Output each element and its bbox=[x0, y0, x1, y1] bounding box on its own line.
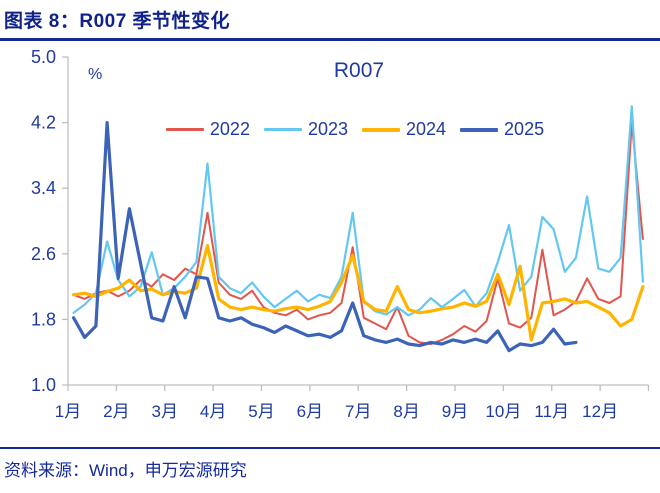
x-tick-label: 4月 bbox=[200, 402, 226, 421]
x-tick-label: 8月 bbox=[393, 402, 419, 421]
series-line-2024 bbox=[71, 244, 645, 342]
x-tick-label: 6月 bbox=[297, 402, 323, 421]
legend-item-2023: 2023 bbox=[263, 119, 348, 140]
x-tick-label: 2月 bbox=[103, 402, 129, 421]
x-tick-label: 10月 bbox=[485, 402, 521, 421]
y-tick-label: 4.2 bbox=[31, 113, 56, 133]
x-tick-label: 3月 bbox=[152, 402, 178, 421]
legend-swatch-2022 bbox=[165, 128, 204, 131]
legend-item-2022: 2022 bbox=[165, 119, 250, 140]
y-tick-label: 5.0 bbox=[31, 47, 56, 67]
y-tick-label: 3.4 bbox=[31, 178, 56, 198]
legend-swatch-2025 bbox=[460, 127, 499, 132]
x-tick-label: 12月 bbox=[582, 402, 618, 421]
y-tick-label: 1.8 bbox=[31, 309, 56, 329]
legend-item-2025: 2025 bbox=[460, 119, 544, 140]
x-tick-label: 11月 bbox=[534, 402, 569, 421]
source-note: 资料来源：Wind，申万宏源研究 bbox=[4, 461, 247, 480]
y-tick-label: 2.6 bbox=[31, 244, 56, 264]
page-title: 图表 8：R007 季节性变化 bbox=[4, 11, 231, 32]
y-unit-label: % bbox=[88, 66, 102, 83]
legend-item-2024: 2024 bbox=[362, 119, 446, 140]
legend-label-2022: 2022 bbox=[209, 119, 250, 139]
legend-label-2024: 2024 bbox=[406, 119, 447, 139]
series-line-2022 bbox=[72, 121, 644, 345]
x-tick-label: 1月 bbox=[55, 402, 81, 421]
y-tick-label: 1.0 bbox=[31, 375, 56, 395]
legend-label-2023: 2023 bbox=[307, 119, 348, 139]
chart-canvas: 5.0 4.2 3.4 2.6 1.8 1.0 1月 2月 3月 4月 5月 6月 7月 8月 9月 10月 1… bbox=[31, 47, 650, 421]
x-tick-label: 9月 bbox=[442, 402, 468, 421]
legend-swatch-2023 bbox=[263, 128, 302, 131]
footer-divider bbox=[0, 447, 660, 449]
legend-label-2025: 2025 bbox=[504, 119, 545, 139]
chart-region: 5.0 4.2 3.4 2.6 1.8 1.0 1月 2月 3月 4月 5月 6月 7月 8月 9月 10月 1… bbox=[0, 45, 660, 445]
chart-legend: 2022 2023 2024 2025 bbox=[60, 119, 650, 140]
legend-swatch-2024 bbox=[362, 127, 400, 132]
series-line-2025 bbox=[71, 120, 578, 353]
title-divider bbox=[0, 38, 660, 41]
x-tick-label: 5月 bbox=[248, 402, 274, 421]
x-tick-label: 7月 bbox=[345, 402, 371, 421]
chart-title: R007 bbox=[333, 59, 385, 82]
